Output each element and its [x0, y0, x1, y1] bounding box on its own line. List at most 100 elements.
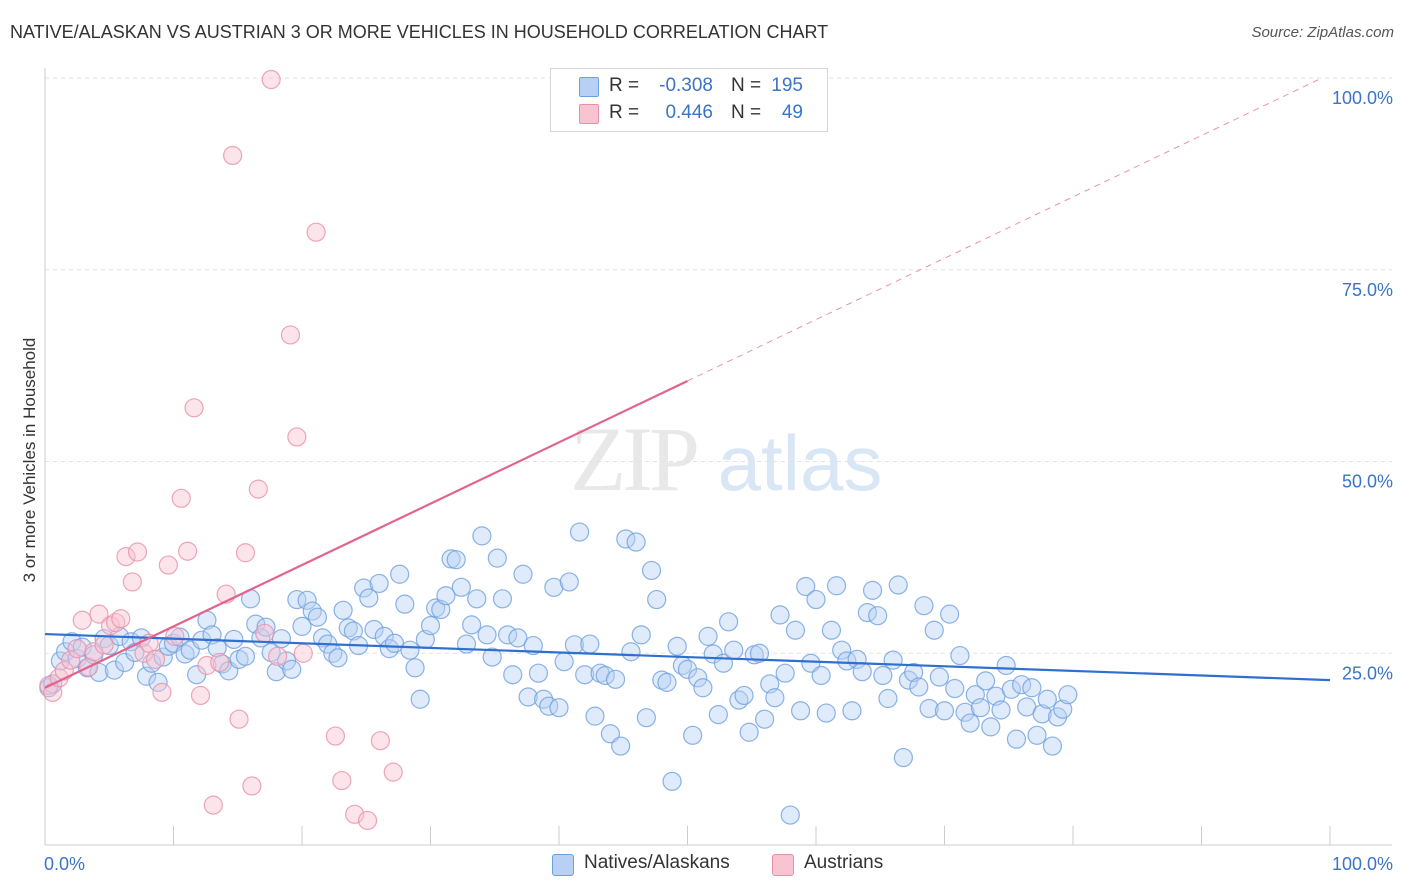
natives-point — [636, 708, 656, 728]
natives-point — [338, 618, 358, 638]
austrians-point — [370, 731, 390, 751]
natives-point — [446, 550, 466, 570]
natives-point — [734, 685, 754, 706]
natives-point — [724, 640, 744, 660]
natives-point — [749, 643, 770, 663]
natives-point — [115, 652, 135, 673]
natives-point — [667, 636, 687, 656]
natives-point — [1053, 699, 1073, 719]
austrians-point — [178, 541, 198, 561]
austrians-point — [325, 726, 346, 746]
austrians-point — [287, 427, 307, 447]
austrians-point — [67, 639, 87, 659]
natives-point — [1006, 729, 1027, 749]
austrians-point — [357, 810, 378, 831]
austrians-point — [261, 69, 281, 90]
natives-point — [569, 522, 590, 542]
natives-point — [390, 564, 410, 584]
natives-point — [585, 706, 605, 726]
austrians-point — [61, 650, 81, 670]
natives-point — [89, 662, 109, 683]
austrians-point — [127, 542, 148, 562]
natives-point — [312, 628, 333, 648]
natives-point — [559, 572, 579, 592]
austrians-point — [223, 145, 243, 166]
natives-point — [472, 526, 492, 546]
n-label: N = — [731, 75, 762, 96]
austrians-point — [332, 770, 352, 791]
natives-point — [513, 564, 533, 584]
natives-point — [518, 687, 538, 707]
legend-row-natives: R = -0.308 N = 195 — [551, 75, 827, 99]
austrians-point — [184, 398, 204, 418]
natives-point — [554, 652, 574, 672]
natives-point — [811, 665, 831, 686]
correlation-legend: R = -0.308 N = 195 R = 0.446 N = 49 — [550, 68, 828, 132]
natives-point — [698, 626, 718, 646]
natives-point — [1032, 704, 1052, 724]
natives-point — [970, 698, 991, 718]
natives-point — [395, 594, 415, 614]
natives-point — [940, 604, 960, 624]
natives-point — [919, 698, 939, 719]
watermark-atlas: atlas — [718, 419, 883, 507]
natives-point — [580, 634, 600, 654]
natives-point — [785, 620, 806, 640]
natives-point — [832, 640, 852, 660]
natives-point — [842, 701, 862, 721]
natives-point — [271, 629, 292, 649]
x-tick-label: 100.0% — [1332, 854, 1393, 874]
natives-point — [292, 616, 312, 637]
natives-point — [683, 725, 703, 745]
natives-point — [790, 701, 811, 721]
austrians-point — [100, 616, 121, 636]
natives-point — [328, 648, 348, 668]
austrians-point — [89, 604, 109, 624]
natives-point — [611, 736, 631, 756]
austrians-point — [235, 543, 256, 563]
y-tick-label: 75.0% — [1342, 280, 1393, 300]
natives-point — [544, 577, 564, 597]
austrians-trend-line — [44, 379, 688, 689]
natives-point — [379, 639, 399, 659]
natives-point — [719, 612, 739, 632]
natives-point — [333, 600, 353, 620]
y-tick-label: 50.0% — [1342, 472, 1393, 492]
natives-point — [821, 620, 842, 640]
natives-point — [175, 644, 195, 664]
natives-point — [981, 717, 1001, 737]
austrians-point — [94, 635, 114, 655]
natives-point — [631, 625, 651, 645]
natives-trend-line — [44, 632, 1331, 682]
natives-point — [148, 672, 168, 692]
natives-point — [153, 647, 173, 667]
natives-point — [662, 771, 682, 791]
austrians-point — [152, 682, 172, 702]
austrians-point — [158, 555, 178, 575]
natives-point — [523, 635, 543, 656]
natives-swatch — [579, 77, 599, 97]
natives-point — [462, 615, 482, 635]
natives-point — [909, 677, 929, 697]
austrians-point — [116, 547, 136, 567]
natives-point — [343, 621, 363, 641]
austrians-point — [122, 572, 142, 592]
natives-point — [359, 588, 379, 608]
natives-point — [1027, 725, 1047, 745]
natives-point — [369, 573, 389, 594]
natives-point — [410, 689, 430, 709]
natives-point — [354, 578, 374, 598]
austrians-legend-swatch — [772, 854, 794, 876]
r-value: -0.308 — [659, 75, 713, 96]
natives-point — [693, 678, 713, 698]
austrians-point — [72, 610, 92, 630]
natives-point — [539, 696, 559, 716]
natives-point — [1022, 678, 1042, 698]
austrians-point — [190, 685, 211, 706]
natives-point — [1058, 685, 1078, 705]
natives-point — [287, 589, 307, 610]
tick-labels: 25.0% 50.0% 75.0% 100.0% 0.0% 100.0% — [44, 88, 1393, 874]
natives-point — [492, 589, 513, 609]
austrians-swatch — [579, 104, 599, 124]
